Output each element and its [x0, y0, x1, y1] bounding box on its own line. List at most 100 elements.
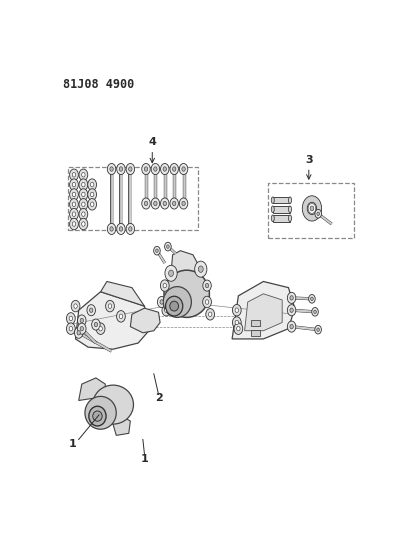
Circle shape: [72, 192, 76, 197]
Circle shape: [69, 189, 78, 200]
Circle shape: [170, 198, 179, 209]
Circle shape: [179, 164, 188, 175]
Circle shape: [308, 204, 316, 213]
Circle shape: [69, 199, 78, 210]
Circle shape: [90, 202, 94, 207]
Circle shape: [72, 222, 76, 227]
Bar: [273, 206, 290, 213]
Circle shape: [99, 326, 102, 331]
Bar: [251, 330, 260, 336]
Circle shape: [160, 300, 163, 304]
Circle shape: [80, 326, 84, 331]
Circle shape: [72, 212, 76, 216]
Polygon shape: [76, 292, 151, 349]
Polygon shape: [130, 308, 160, 333]
Circle shape: [74, 327, 83, 338]
Circle shape: [72, 202, 76, 207]
Polygon shape: [232, 281, 295, 339]
Circle shape: [117, 311, 125, 322]
Circle shape: [82, 222, 85, 227]
Circle shape: [290, 325, 293, 329]
Circle shape: [107, 223, 116, 235]
Ellipse shape: [89, 406, 106, 426]
Circle shape: [79, 208, 88, 220]
Circle shape: [119, 314, 123, 319]
Circle shape: [87, 305, 95, 316]
Circle shape: [69, 208, 78, 220]
Circle shape: [234, 323, 243, 334]
Circle shape: [165, 265, 177, 281]
Circle shape: [151, 198, 160, 209]
Circle shape: [128, 227, 132, 231]
Circle shape: [290, 308, 293, 312]
Polygon shape: [245, 294, 282, 330]
Circle shape: [206, 309, 215, 320]
Circle shape: [311, 297, 313, 301]
Circle shape: [80, 318, 84, 322]
Circle shape: [317, 328, 320, 332]
Circle shape: [154, 201, 157, 206]
Circle shape: [164, 243, 171, 251]
Circle shape: [119, 227, 123, 231]
Circle shape: [74, 304, 77, 309]
Bar: [68, 166, 198, 230]
Circle shape: [160, 198, 169, 209]
Circle shape: [82, 202, 85, 207]
Circle shape: [79, 189, 88, 200]
Circle shape: [208, 312, 212, 317]
Bar: [268, 183, 354, 238]
Text: 3: 3: [305, 155, 313, 179]
Circle shape: [314, 310, 316, 313]
Circle shape: [77, 330, 80, 335]
Ellipse shape: [93, 385, 133, 424]
Circle shape: [72, 173, 76, 177]
Circle shape: [69, 219, 78, 230]
Ellipse shape: [288, 206, 292, 213]
Circle shape: [160, 280, 169, 292]
Text: 81J08 4900: 81J08 4900: [63, 78, 134, 91]
Circle shape: [79, 179, 88, 190]
Circle shape: [287, 321, 296, 332]
Circle shape: [158, 296, 166, 308]
Text: 2: 2: [155, 393, 162, 403]
Circle shape: [195, 261, 207, 277]
Circle shape: [142, 164, 150, 175]
Circle shape: [290, 296, 293, 300]
Circle shape: [205, 300, 209, 304]
Circle shape: [88, 199, 97, 210]
Circle shape: [302, 196, 322, 221]
Polygon shape: [79, 378, 105, 400]
Circle shape: [119, 167, 123, 171]
Circle shape: [82, 192, 85, 197]
Circle shape: [287, 305, 296, 316]
Circle shape: [92, 319, 100, 330]
Circle shape: [166, 245, 169, 248]
Circle shape: [173, 167, 176, 171]
Circle shape: [79, 169, 88, 181]
Text: 1: 1: [69, 439, 76, 449]
Ellipse shape: [288, 215, 292, 222]
Ellipse shape: [271, 215, 274, 222]
Circle shape: [90, 182, 94, 187]
Circle shape: [315, 325, 322, 334]
Circle shape: [182, 201, 185, 206]
Circle shape: [82, 173, 85, 177]
Circle shape: [163, 167, 166, 171]
Circle shape: [182, 167, 185, 171]
Circle shape: [126, 223, 135, 235]
Bar: [273, 215, 290, 222]
Circle shape: [69, 179, 78, 190]
Circle shape: [307, 202, 317, 215]
Circle shape: [203, 280, 211, 291]
Circle shape: [168, 270, 173, 277]
Circle shape: [317, 212, 320, 215]
Circle shape: [142, 198, 150, 209]
Circle shape: [88, 179, 97, 190]
Circle shape: [72, 182, 76, 187]
Circle shape: [78, 323, 86, 334]
Circle shape: [205, 284, 209, 288]
Circle shape: [154, 167, 157, 171]
Circle shape: [309, 295, 315, 303]
Circle shape: [151, 164, 160, 175]
Ellipse shape: [170, 301, 179, 311]
